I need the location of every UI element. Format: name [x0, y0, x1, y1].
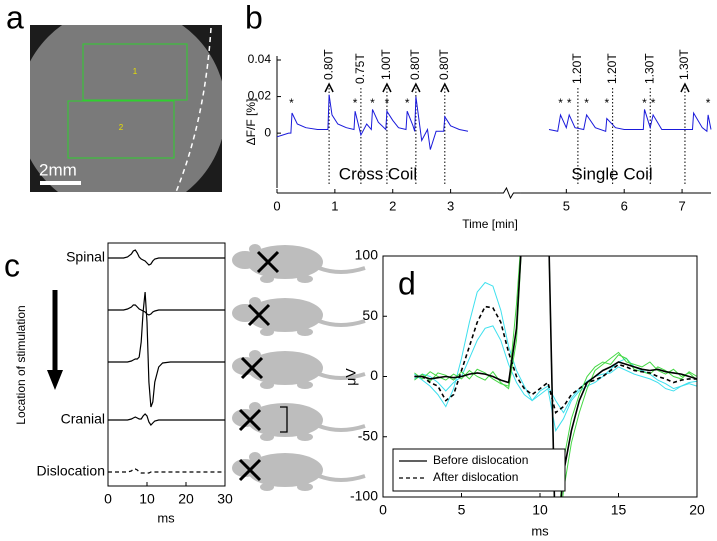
plot-area	[414, 256, 697, 497]
star: *	[289, 96, 294, 110]
x-tick-label: 30	[217, 491, 233, 507]
star: *	[405, 96, 410, 110]
star: *	[370, 96, 375, 110]
y-tick-label: 0.02	[248, 89, 272, 103]
x-tick-label: 0	[104, 491, 112, 507]
legend-label: After dislocation	[433, 470, 518, 484]
y-axis-label: ΔF/F [%]	[244, 99, 258, 146]
x-tick-label: 0	[379, 502, 387, 518]
stimulus-arrow	[440, 82, 450, 93]
stimulation-arrow	[47, 290, 63, 390]
x-tick-label: 10	[532, 502, 548, 518]
y-tick-label: 50	[362, 307, 378, 323]
y-tick-label: -50	[358, 427, 378, 443]
row-label: Spinal	[66, 249, 105, 265]
trace	[276, 94, 712, 150]
x-tick-label: 3	[447, 198, 454, 213]
micrograph	[30, 25, 222, 192]
trace	[108, 468, 225, 474]
trace	[414, 256, 697, 497]
y-tick-label: 0	[370, 367, 378, 383]
star: *	[353, 96, 358, 110]
stimulus-arrow	[411, 82, 421, 93]
stimulus-label: 0.80T	[321, 49, 335, 80]
y-tick-label: 100	[355, 247, 379, 263]
x-axis-label: Time [min]	[462, 217, 518, 231]
stimulus-label: 0.75T	[353, 53, 367, 84]
legend-label: Before dislocation	[433, 453, 528, 467]
y-tick-label: 0	[264, 125, 271, 139]
star: *	[567, 96, 572, 110]
region-label: 1	[133, 67, 138, 76]
stimulus-label: 0.80T	[437, 49, 451, 80]
x-tick-label: 6	[621, 198, 628, 213]
mouse-icon	[230, 295, 367, 338]
stimulus-arrow	[324, 82, 334, 93]
x-tick-label: 10	[139, 491, 155, 507]
x-tick-label: 2	[389, 198, 396, 213]
x-axis-label: ms	[531, 523, 549, 538]
x-axis-label: ms	[157, 510, 175, 525]
annotation: Cross Coil	[339, 164, 417, 183]
x-tick-label: 5	[563, 198, 570, 213]
x-tick-label: 5	[458, 502, 466, 518]
row-label: Dislocation	[37, 463, 105, 479]
x-tick-label: 20	[689, 502, 705, 518]
legend-box	[392, 448, 566, 492]
star: *	[385, 96, 390, 110]
star: *	[642, 96, 647, 110]
stimulus-label: 1.20T	[570, 53, 584, 84]
x-tick-label: 20	[178, 491, 194, 507]
region-label: 2	[119, 123, 124, 132]
star: *	[706, 96, 711, 110]
stimulus-label: 1.20T	[605, 53, 619, 84]
trace	[414, 305, 697, 414]
trace	[414, 256, 697, 497]
trace	[414, 256, 697, 497]
annotation: Single Coil	[571, 164, 652, 183]
x-tick-label: 7	[678, 198, 685, 213]
trace	[108, 249, 225, 266]
star: *	[584, 96, 589, 110]
stimulus-label: 1.00T	[379, 49, 393, 80]
y-axis-label: Location of stimulation	[14, 305, 28, 424]
mouse-icon	[230, 242, 367, 285]
row-label: Cranial	[61, 411, 105, 427]
scale-bar-label: 2mm	[39, 160, 77, 179]
stimulus-label: 1.30T	[642, 53, 656, 84]
star: *	[651, 96, 656, 110]
y-axis-label: μV	[343, 368, 359, 386]
trace	[108, 304, 225, 316]
panel-letter: d	[398, 265, 416, 301]
stimulus-arrow	[382, 82, 392, 93]
x-tick-label: 15	[611, 502, 627, 518]
scale-bracket	[280, 406, 288, 433]
stimulus-label: 0.80T	[408, 49, 422, 80]
star: *	[605, 96, 610, 110]
x-tick-label: 0	[273, 198, 280, 213]
panel-letter: a	[6, 0, 24, 35]
x-tick-label: 1	[331, 198, 338, 213]
panel-letter: b	[245, 0, 263, 35]
plot-frame	[107, 242, 226, 487]
stimulus-arrow	[680, 82, 690, 93]
cross-marks	[238, 250, 280, 482]
y-tick-label: 0.04	[248, 52, 272, 66]
panel-letter: c	[4, 247, 20, 283]
trace	[108, 291, 225, 408]
axis-break-mark	[496, 186, 521, 200]
trace	[108, 413, 225, 426]
y-tick-label: -100	[350, 488, 378, 504]
star: *	[558, 96, 563, 110]
trace	[414, 281, 697, 433]
stimulus-label: 1.30T	[677, 49, 691, 80]
